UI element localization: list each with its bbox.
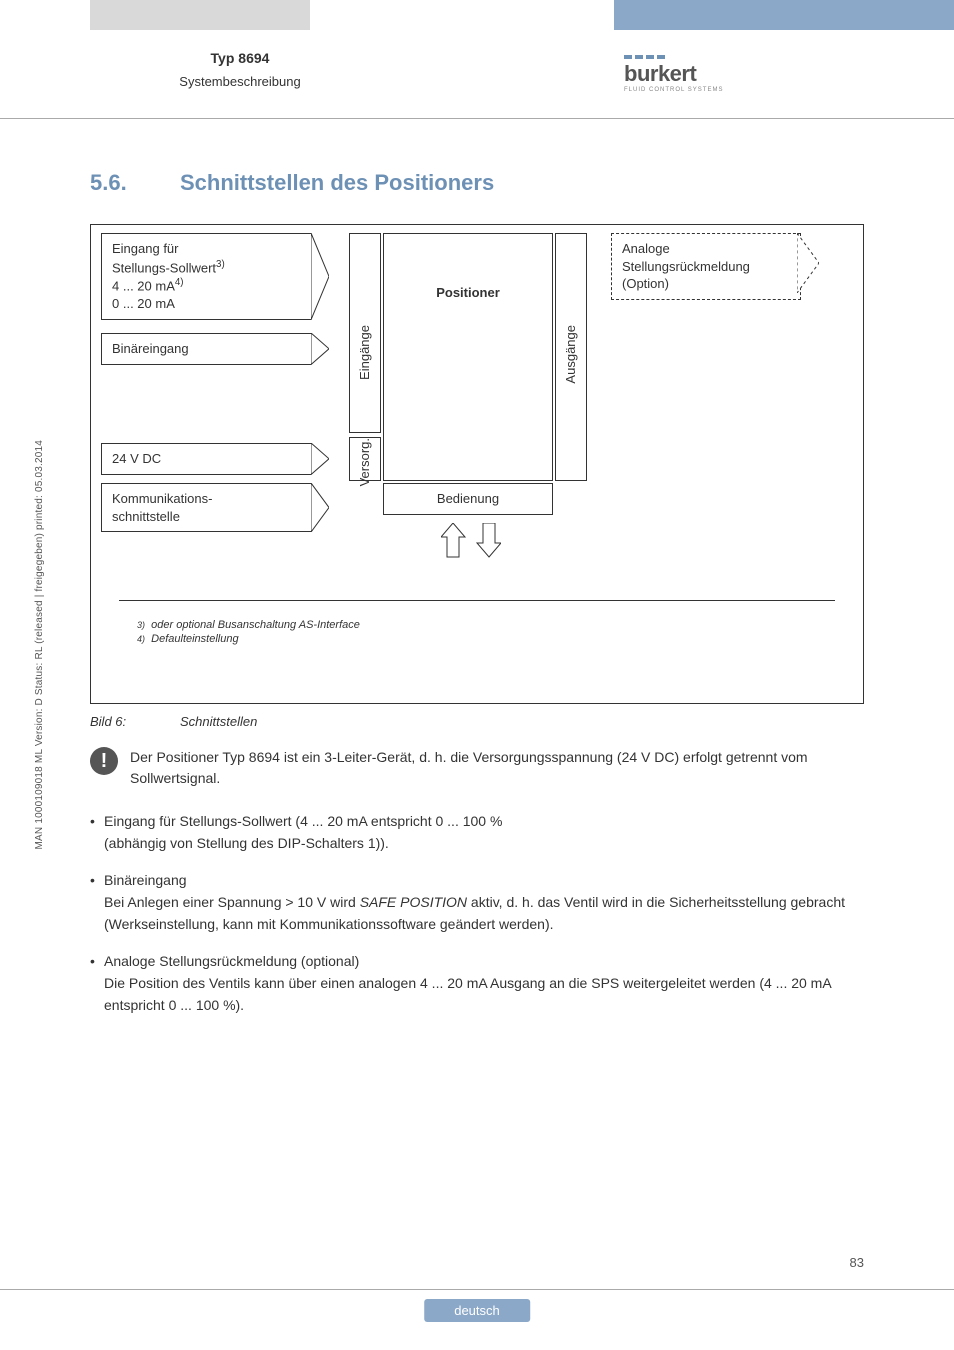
dashed-arrow-icon <box>797 233 819 293</box>
col-inputs-label: Eingänge <box>357 325 372 380</box>
section-title: Schnittstellen des Positioners <box>180 170 494 195</box>
input-comm: Kommunikations- schnittstelle <box>101 483 311 532</box>
logo-tagline: FLUID CONTROL SYSTEMS <box>624 87 734 93</box>
input-24vdc: 24 V DC <box>101 443 311 475</box>
bedienung-block: Bedienung <box>383 483 553 515</box>
page-content: 5.6.Schnittstellen des Positioners Einga… <box>90 170 864 1033</box>
brand-logo: burkert FLUID CONTROL SYSTEMS <box>624 55 734 93</box>
bedienung-label: Bedienung <box>437 491 499 506</box>
header-rule <box>0 118 954 119</box>
doc-subtitle: Systembeschreibung <box>90 74 390 89</box>
arrow-icon <box>311 333 329 365</box>
diagram-footnotes: 3) oder optional Busanschaltung AS-Inter… <box>119 617 360 647</box>
logo-text: burkert <box>624 61 734 87</box>
input-comm-l2: schnittstelle <box>112 509 180 524</box>
arrow-icon <box>311 233 329 320</box>
note-text: Der Positioner Typ 8694 ist ein 3-Leiter… <box>130 747 864 789</box>
header-grey-block <box>90 0 310 30</box>
language-pill: deutsch <box>424 1299 530 1322</box>
side-metadata: MAN 1000109018 ML Version: D Status: RL … <box>34 440 45 849</box>
output-analog-feedback: Analoge Stellungsrückmeldung (Option) <box>611 233 801 300</box>
input-setpoint-l4: 0 ... 20 mA <box>112 296 175 311</box>
page-number: 83 <box>850 1255 864 1270</box>
output-l3: (Option) <box>622 276 669 291</box>
input-binary-label: Binäreingang <box>112 341 189 356</box>
input-setpoint: Eingang für Stellungs-Sollwert3) 4 ... 2… <box>101 233 311 320</box>
output-l2: Stellungsrückmeldung <box>622 259 750 274</box>
output-l1: Analoge <box>622 241 670 256</box>
input-24vdc-label: 24 V DC <box>112 451 161 466</box>
footer-rule <box>0 1289 954 1290</box>
section-number: 5.6. <box>90 170 180 196</box>
caption-label: Bild 6: <box>90 714 180 729</box>
col-supply-label: Versorg. <box>357 438 372 486</box>
caption-text: Schnittstellen <box>180 714 257 729</box>
footnote-4: 4) Defaulteinstellung <box>137 633 360 645</box>
footnote-3: 3) oder optional Busanschaltung AS-Inter… <box>137 619 360 631</box>
section-heading: 5.6.Schnittstellen des Positioners <box>90 170 864 196</box>
input-setpoint-l3: 4 ... 20 mA <box>112 279 175 294</box>
positioner-block: Positioner <box>383 233 553 481</box>
figure-caption: Bild 6:Schnittstellen <box>90 714 864 729</box>
bullet-1: Eingang für Stellungs-Sollwert (4 ... 20… <box>90 811 864 854</box>
logo-bars-icon <box>624 55 734 59</box>
input-setpoint-l2: Stellungs-Sollwert <box>112 260 216 275</box>
arrow-icon <box>311 443 329 475</box>
header-text: Typ 8694 Systembeschreibung <box>90 50 390 89</box>
input-binary: Binäreingang <box>101 333 311 365</box>
doc-type: Typ 8694 <box>90 50 390 66</box>
exclamation-icon: ! <box>90 747 118 775</box>
input-setpoint-l1: Eingang für <box>112 241 179 256</box>
important-note: ! Der Positioner Typ 8694 ist ein 3-Leit… <box>90 747 864 789</box>
interfaces-diagram: Eingang für Stellungs-Sollwert3) 4 ... 2… <box>90 224 864 704</box>
arrow-icon <box>311 483 329 532</box>
col-outputs-label: Ausgänge <box>563 325 578 384</box>
positioner-label: Positioner <box>436 285 500 300</box>
input-setpoint-sup2: 3) <box>216 259 225 270</box>
input-comm-l1: Kommunikations- <box>112 491 212 506</box>
bullet-2: Binäreingang Bei Anlegen einer Spannung … <box>90 870 864 935</box>
bullet-3: Analoge Stellungsrückmeldung (optional) … <box>90 951 864 1016</box>
diagram-divider <box>119 600 835 601</box>
header-blue-block <box>614 0 954 30</box>
body-bullets: Eingang für Stellungs-Sollwert (4 ... 20… <box>90 811 864 1017</box>
input-setpoint-sup3: 4) <box>175 277 184 288</box>
updown-arrows-icon <box>441 523 501 563</box>
